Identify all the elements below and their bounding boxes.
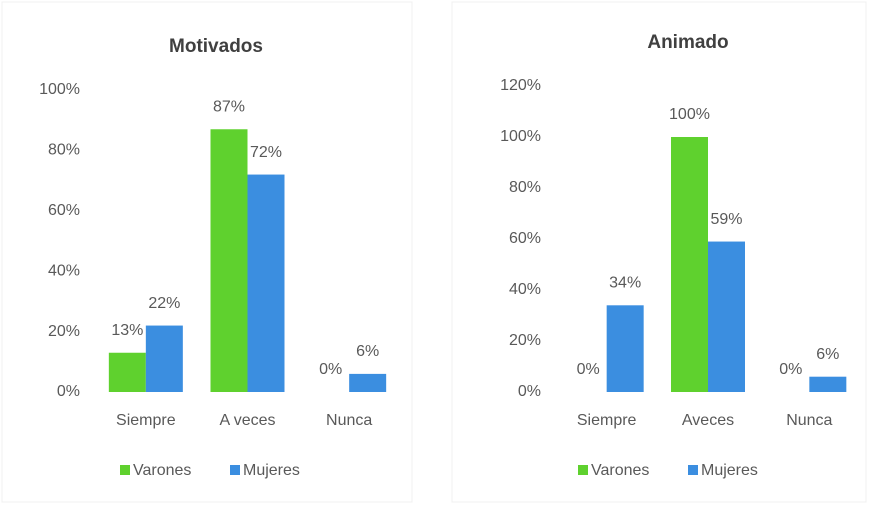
x-tick-label: Siempre — [577, 412, 637, 429]
y-tick-label: 100% — [500, 128, 541, 145]
bar — [210, 129, 248, 392]
y-tick-label: 0% — [57, 383, 80, 400]
data-label: 0% — [577, 361, 600, 378]
x-tick-label: Aveces — [682, 412, 734, 429]
data-label: 22% — [148, 295, 180, 312]
chart-frame — [451, 1, 867, 503]
data-label: 34% — [609, 275, 641, 292]
x-tick-label: Siempre — [116, 412, 176, 429]
data-label: 59% — [710, 211, 742, 228]
legend-swatch — [688, 465, 698, 475]
y-tick-label: 40% — [48, 262, 80, 279]
data-label: 13% — [111, 322, 143, 339]
chart-title: Motivados — [169, 36, 263, 57]
y-tick-label: 20% — [509, 332, 541, 349]
bar — [145, 325, 183, 392]
data-label: 6% — [356, 343, 379, 360]
y-tick-label: 80% — [48, 142, 80, 159]
chart-frame — [1, 1, 413, 503]
x-tick-label: Nunca — [326, 412, 372, 429]
y-tick-label: 100% — [39, 81, 80, 98]
y-tick-label: 40% — [509, 281, 541, 298]
legend-label: Mujeres — [701, 462, 758, 479]
data-label: 0% — [779, 361, 802, 378]
y-tick-label: 120% — [500, 77, 541, 94]
bar — [708, 241, 745, 392]
bar — [809, 376, 847, 392]
legend-swatch — [578, 465, 588, 475]
y-tick-label: 60% — [509, 230, 541, 247]
data-label: 100% — [669, 106, 710, 123]
legend-label: Varones — [591, 462, 649, 479]
data-label: 72% — [250, 144, 282, 161]
chart-title: Animado — [647, 32, 728, 53]
data-label: 6% — [816, 346, 839, 363]
data-label: 87% — [213, 98, 245, 115]
legend-swatch — [120, 465, 130, 475]
bar — [349, 373, 387, 392]
y-tick-label: 60% — [48, 202, 80, 219]
legend-label: Varones — [133, 462, 191, 479]
legend-label: Mujeres — [243, 462, 300, 479]
x-tick-label: A veces — [219, 412, 275, 429]
y-tick-label: 80% — [509, 179, 541, 196]
bar — [671, 137, 708, 392]
bar — [606, 305, 644, 392]
y-tick-label: 0% — [518, 383, 541, 400]
data-label: 0% — [319, 361, 342, 378]
y-tick-label: 20% — [48, 323, 80, 340]
legend-swatch — [230, 465, 240, 475]
bar — [108, 352, 146, 392]
x-tick-label: Nunca — [786, 412, 832, 429]
bar — [247, 174, 285, 392]
